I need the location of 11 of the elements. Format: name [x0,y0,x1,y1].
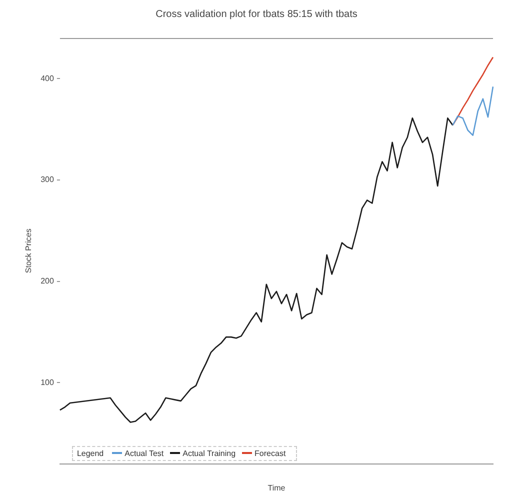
y-tick-label: 300 [40,175,54,184]
legend-label: Actual Test [124,448,164,458]
legend-label: Actual Training [182,448,236,458]
y-tick-label: 200 [40,276,54,286]
chart-title: Cross validation plot for tbats 85:15 with tbats [156,8,358,20]
legend-label: Forecast [254,448,286,458]
x-axis-title: Time [268,483,286,492]
y-tick-label: 100 [40,378,54,387]
legend-title: Legend [76,448,104,458]
y-tick-label: 400 [40,74,54,83]
y-axis-title: Stock Prices [24,228,34,274]
